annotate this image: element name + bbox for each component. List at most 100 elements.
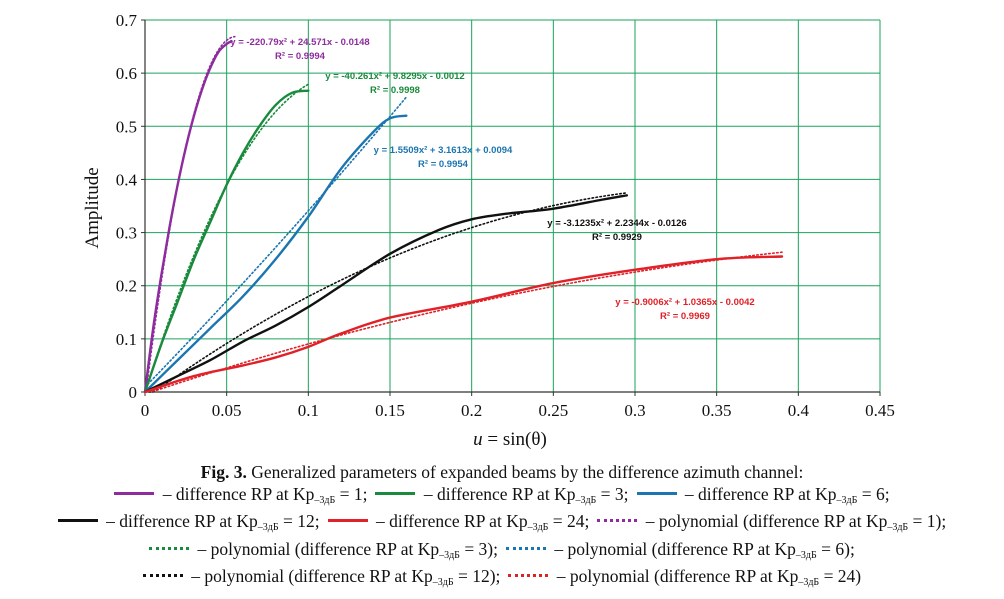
legend-kp-subscript: –3дБ — [439, 549, 460, 561]
series-line-4 — [143, 194, 629, 394]
legend-swatch-solid — [375, 491, 416, 495]
legend-text: – difference RP at — [419, 483, 555, 504]
legend-entry: – difference RP at Kp–3дБ = 24; — [327, 511, 590, 533]
series-line-1 — [143, 40, 233, 394]
caption-legend-line: – polynomial (difference RP at Kp–3дБ = … — [0, 539, 1004, 567]
legend-value: = 24; — [548, 511, 590, 531]
legend-entry: – polynomial (difference RP at Kp–3дБ = … — [508, 566, 862, 588]
trendlines — [144, 35, 783, 393]
x-axis-title-rest: = sin(θ) — [483, 429, 547, 450]
legend-swatch-dotted — [597, 519, 638, 523]
series-lines — [143, 40, 784, 394]
legend-kp: Kp — [411, 566, 433, 586]
y-tick-label: 0 — [129, 383, 138, 402]
caption-legend: – difference RP at Kp–3дБ = 1; – differe… — [0, 484, 1004, 594]
legend-value: = 24) — [819, 566, 862, 586]
equation-annotations: y = -220.79x² + 24.571x - 0.0148 R² = 0.9… — [230, 37, 754, 322]
series-line-3 — [143, 114, 408, 394]
legend-swatch-dotted — [142, 574, 183, 578]
legend-entry: – difference RP at Kp–3дБ = 1; — [114, 483, 368, 506]
legend-kp: Kp — [554, 483, 576, 504]
legend-entry: – difference RP at Kp–3дБ = 6; — [636, 483, 890, 506]
fig-label: Fig. 3. — [200, 462, 247, 482]
legend-swatch-solid — [327, 519, 368, 523]
equation-text: y = 1.5509x² + 3.1613x + 0.0094 — [374, 145, 513, 156]
trendline-1 — [144, 35, 236, 393]
y-tick-label: 0.2 — [116, 277, 137, 296]
equation-annotation-5: y = -0.9006x² + 1.0365x - 0.0042 R² = 0.9… — [615, 297, 754, 322]
legend-kp: Kp — [292, 483, 315, 504]
x-tick-label: 0.1 — [298, 401, 319, 420]
legend-entry: – polynomial (difference RP at Kp–3дБ = … — [506, 538, 855, 561]
caption-legend-line: – difference RP at Kp–3дБ = 1; – differe… — [0, 484, 1004, 512]
legend-kp: Kp — [417, 538, 440, 559]
legend-kp-subscript: –3дБ — [575, 494, 597, 506]
legend-swatch-dotted — [508, 574, 549, 578]
trendline-3 — [144, 96, 408, 388]
legend-entry: – polynomial (difference RP at Kp–3дБ = … — [597, 511, 946, 533]
equation-text: y = -3.1235x² + 2.2344x - 0.0126 — [547, 218, 686, 229]
r-squared-text: R² = 0.9998 — [370, 85, 420, 96]
legend-value: = 12); — [453, 566, 501, 586]
legend-kp: Kp — [865, 511, 888, 531]
grid-lines — [145, 19, 881, 392]
legend-value: = 3; — [596, 483, 629, 504]
legend-entry: – polynomial (difference RP at Kp–3дБ = … — [142, 566, 501, 588]
legend-kp-subscript: –3дБ — [836, 494, 858, 506]
trendline-2 — [144, 83, 310, 393]
x-tick-label: 0.2 — [461, 401, 482, 420]
y-tick-label: 0.6 — [116, 64, 137, 83]
legend-text: – polynomial (difference RP at — [186, 566, 412, 586]
x-tick-label: 0.3 — [624, 401, 645, 420]
legend-text: – difference RP at — [101, 511, 237, 531]
legend-text: – difference RP at — [371, 511, 507, 531]
legend-swatch-solid — [636, 491, 677, 495]
equation-text: y = -40.261x² + 9.8295x - 0.0012 — [325, 71, 464, 82]
figure-caption: Fig. 3. Generalized parameters of expand… — [0, 462, 1004, 594]
x-tick-label: 0 — [141, 401, 150, 420]
legend-text: – polynomial (difference RP at — [193, 538, 418, 559]
legend-swatch-solid — [114, 491, 155, 495]
caption-legend-line: – difference RP at Kp–3дБ = 12; – differ… — [0, 511, 1004, 539]
series-line-5 — [143, 255, 784, 394]
caption-legend-line: – polynomial (difference RP at Kp–3дБ = … — [0, 566, 1004, 594]
legend-kp: Kp — [815, 483, 837, 504]
r-squared-text: R² = 0.9929 — [592, 232, 642, 243]
legend-entry: – difference RP at Kp–3дБ = 12; — [57, 511, 320, 533]
r-squared-text: R² = 0.9969 — [660, 311, 710, 322]
y-tick-label: 0.1 — [116, 330, 137, 349]
legend-kp-subscript: –3дБ — [795, 549, 817, 561]
legend-kp: Kp — [774, 538, 796, 559]
legend-text: – polynomial (difference RP at — [552, 566, 777, 586]
legend-swatch-dotted — [506, 546, 546, 550]
y-tick-label: 0.7 — [116, 11, 138, 30]
equation-annotation-4: y = -3.1235x² + 2.2344x - 0.0126 R² = 0.9… — [547, 218, 686, 243]
legend-value: = 1; — [335, 483, 368, 504]
chart: 0 0.05 0.1 0.15 0.2 0.25 0.3 0.35 0.4 0.45 0 0.1 0.2… — [82, 11, 895, 450]
y-tick-label: 0.3 — [116, 224, 137, 243]
legend-text: – difference RP at — [158, 483, 293, 504]
caption-title: Fig. 3. Generalized parameters of expand… — [0, 462, 1004, 484]
axes — [141, 19, 881, 396]
legend-kp: Kp — [506, 511, 528, 531]
legend-value: = 6); — [816, 538, 855, 559]
legend-kp: Kp — [776, 566, 799, 586]
legend-kp-subscript: –3дБ — [257, 522, 279, 533]
legend-swatch-solid — [57, 519, 98, 523]
legend-text: – difference RP at — [680, 483, 816, 504]
legend-entry: – polynomial (difference RP at Kp–3дБ = … — [149, 538, 498, 561]
x-tick-label: 0.45 — [865, 401, 895, 420]
legend-value: = 6; — [857, 483, 890, 504]
trendline-4 — [144, 192, 628, 393]
equation-annotation-1: y = -220.79x² + 24.571x - 0.0148 R² = 0.9… — [230, 37, 369, 62]
x-tick-label: 0.35 — [702, 401, 732, 420]
legend-value: = 3); — [459, 538, 498, 559]
legend-kp-subscript: –3дБ — [527, 522, 549, 533]
legend-text: – polynomial (difference RP at — [641, 511, 866, 531]
legend-swatch-dotted — [149, 546, 190, 550]
equation-annotation-3: y = 1.5509x² + 3.1613x + 0.0094 R² = 0.99… — [374, 145, 513, 170]
legend-value: = 12; — [278, 511, 320, 531]
legend-kp-subscript: –3дБ — [887, 522, 909, 533]
y-axis-title: Amplitude — [82, 167, 103, 248]
equation-text: y = -0.9006x² + 1.0365x - 0.0042 — [615, 297, 754, 308]
